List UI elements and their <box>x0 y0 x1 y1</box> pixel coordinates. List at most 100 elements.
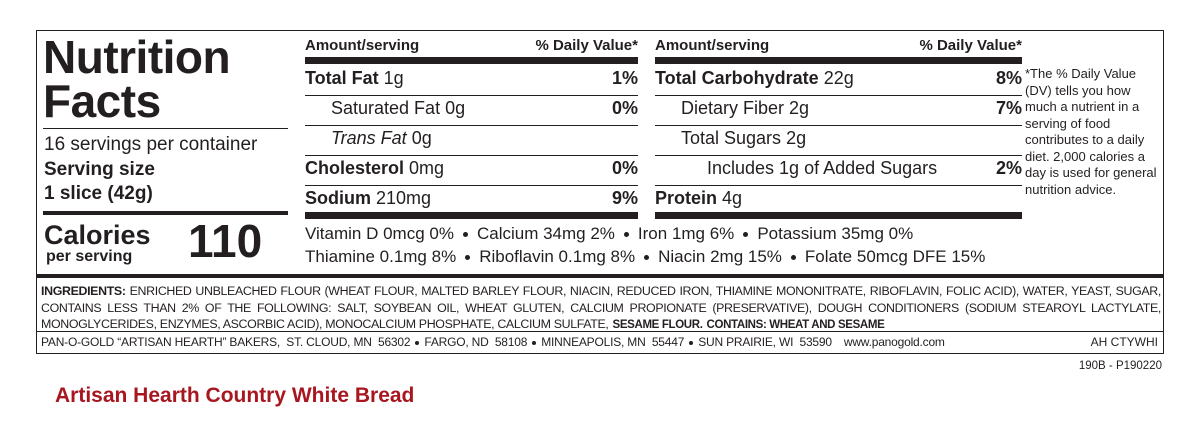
website: www.panogold.com <box>843 335 945 349</box>
nutrient-row: Dietary Fiber 2g <box>681 98 809 119</box>
product-code: AH CTYWHI <box>1090 335 1158 349</box>
nutrient-dv: 0% <box>611 98 638 118</box>
rule <box>305 155 638 156</box>
nutrient-amount: 0mg <box>409 158 445 178</box>
nutrient-row: Protein 4g <box>655 188 742 209</box>
allergen-sesame: SESAME FLOUR. <box>612 319 703 331</box>
nutrient-name: Cholesterol <box>305 158 405 178</box>
nutrient-name: Total Sugars <box>681 128 782 148</box>
ingredients-text: ENRICHED UNBLEACHED FLOUR (WHEAT FLOUR, … <box>41 284 1161 331</box>
product-name: Artisan Hearth Country White Bread <box>55 384 415 407</box>
nutrient-dv: 0% <box>611 158 638 178</box>
title: Nutrition <box>43 31 231 83</box>
nutrient-name: Total Carbohydrate <box>655 68 819 88</box>
allergen-contains: CONTAINS: WHEAT AND SESAME <box>706 319 885 331</box>
bullet <box>532 340 537 345</box>
nutrient-amount: 0g <box>411 128 432 148</box>
lot-code: 190B - P190220 <box>1078 360 1162 372</box>
address: SUN PRAIRIE, WI 53590 <box>698 335 832 349</box>
rule <box>655 155 1022 156</box>
nutrient-dv: 9% <box>611 188 638 208</box>
nutrient-amount: 4g <box>722 188 743 208</box>
rule <box>655 125 1022 126</box>
bullet <box>465 255 471 261</box>
vitamin: Thiamine 0.1mg 8% <box>305 247 457 266</box>
nutrient-name: Protein <box>655 188 718 208</box>
rule <box>305 57 638 64</box>
nutrient-amount: 0g <box>445 98 466 118</box>
nutrient-row: Trans Fat 0g <box>331 128 432 149</box>
calories-label: Calories <box>44 220 151 250</box>
rule <box>655 95 1022 96</box>
amount-header: Amount/serving <box>305 37 420 54</box>
ingredients-label: INGREDIENTS: <box>41 284 126 298</box>
bullet <box>462 232 468 238</box>
nutrient-amount: 210mg <box>376 188 432 208</box>
serving-size-label: Serving size <box>44 159 155 180</box>
nutrient-name: Includes 1g of Added Sugars <box>707 158 938 178</box>
nutrient-dv: 1% <box>611 68 638 88</box>
vitamin: Potassium 35mg 0% <box>757 224 914 243</box>
label-box <box>36 30 1164 354</box>
dv-header: % Daily Value* <box>535 37 638 54</box>
bullet <box>743 232 749 238</box>
vitamin-line: Thiamine 0.1mg 8% Riboflavin 0.1mg 8% Niac… <box>305 247 985 267</box>
address: MINNEAPOLIS, MN 55447 <box>541 335 685 349</box>
nutrient-amount: 2g <box>786 128 807 148</box>
rule <box>305 125 638 126</box>
vitamin: Vitamin D 0mcg 0% <box>305 224 454 243</box>
rule <box>305 95 638 96</box>
dv-header: % Daily Value* <box>919 37 1022 54</box>
rule <box>37 274 1163 278</box>
nutrient-name: Trans Fat <box>331 128 407 148</box>
footnote: *The % Daily Value (DV) tells you how mu… <box>1025 66 1157 197</box>
rule <box>43 211 288 215</box>
calories-sub: per serving <box>46 248 133 265</box>
nutrient-amount: 22g <box>823 68 854 88</box>
nutrient-row: Saturated Fat 0g <box>331 98 465 119</box>
calories-value: 110 <box>188 215 263 267</box>
address: PAN-O-GOLD “ARTISAN HEARTH” BAKERS, ST. … <box>41 335 411 349</box>
rule <box>655 212 1022 219</box>
nutrient-row: Total Sugars 2g <box>681 128 806 149</box>
nutrient-name: Dietary Fiber <box>681 98 785 118</box>
manufacturer: PAN-O-GOLD “ARTISAN HEARTH” BAKERS, ST. … <box>41 335 945 349</box>
amount-header: Amount/serving <box>655 37 770 54</box>
vitamin: Niacin 2mg 15% <box>658 247 782 266</box>
rule <box>305 212 638 219</box>
nutrient-name: Total Fat <box>305 68 379 88</box>
bullet <box>623 232 629 238</box>
nutrient-row: Total Fat 1g <box>305 68 404 89</box>
nutrient-amount: 1g <box>383 68 404 88</box>
title: Facts <box>43 75 161 127</box>
servings: 16 servings per container <box>44 134 258 155</box>
vitamin: Calcium 34mg 2% <box>476 224 615 243</box>
rule <box>655 185 1022 186</box>
nutrient-row: Sodium 210mg <box>305 188 431 209</box>
nutrient-dv: 2% <box>995 158 1022 178</box>
vitamin: Iron 1mg 6% <box>637 224 735 243</box>
nutrient-row: Includes 1g of Added Sugars <box>707 158 937 179</box>
serving-size: 1 slice (42g) <box>44 183 153 204</box>
bullet <box>790 255 796 261</box>
vitamin: Folate 50mcg DFE 15% <box>804 247 986 266</box>
bullet <box>415 340 420 345</box>
rule <box>305 185 638 186</box>
rule <box>37 331 1163 332</box>
ingredients: INGREDIENTS: ENRICHED UNBLEACHED FLOUR (W… <box>41 283 1161 334</box>
vitamin-line: Vitamin D 0mcg 0% Calcium 34mg 2% Iron 1mg… <box>305 224 913 244</box>
nutrient-name: Sodium <box>305 188 371 208</box>
address: FARGO, ND 58108 <box>424 335 528 349</box>
nutrient-row: Total Carbohydrate 22g <box>655 68 854 89</box>
rule <box>43 128 288 129</box>
nutrient-dv: 7% <box>995 98 1022 118</box>
nutrient-amount: 2g <box>789 98 810 118</box>
rule <box>655 57 1022 64</box>
nutrient-row: Cholesterol 0mg <box>305 158 444 179</box>
vitamin: Riboflavin 0.1mg 8% <box>479 247 636 266</box>
bullet <box>689 340 694 345</box>
nutrient-name: Saturated Fat <box>331 98 441 118</box>
nutrient-dv: 8% <box>995 68 1022 88</box>
bullet <box>644 255 650 261</box>
